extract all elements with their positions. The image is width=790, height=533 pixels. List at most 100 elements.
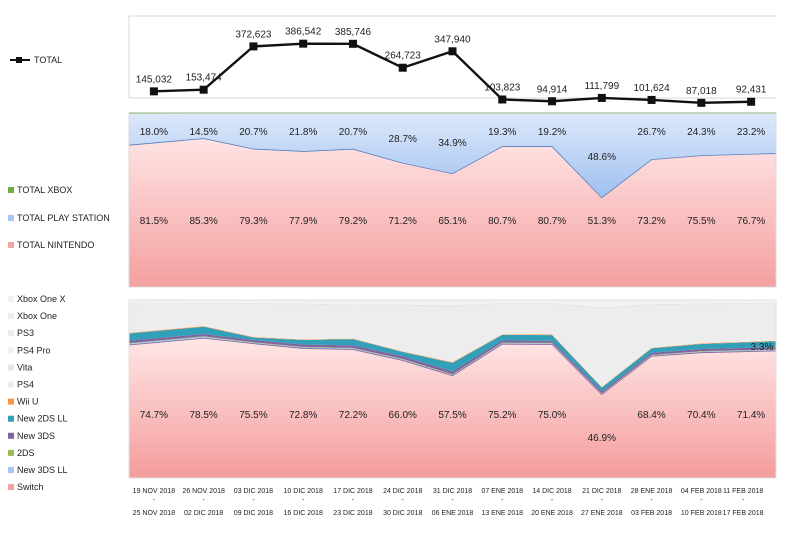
playstation-share-label-1: 14.5% [189,127,217,138]
x-tick-top-2: 03 DIC 2018 [234,488,273,495]
model-switch-edge [128,337,777,396]
x-tick-bottom-4: 23 DIC 2018 [333,510,372,517]
x-tick-sep-5: - [402,497,405,504]
brand-nintendo-edge [128,138,777,199]
brand-area-total-play-station [129,113,776,198]
legend-xbox-one-swatch [8,313,14,320]
legend-new-3ds-label: New 3DS [17,431,55,441]
total-value-label-4: 385,746 [335,27,372,38]
legend-new-3ds-ll-label: New 3DS LL [17,465,68,475]
nintendo-share-label-7: 80.7% [488,216,516,227]
x-tick-sep-12: - [742,497,745,504]
nintendo-share-label-3: 77.9% [289,216,317,227]
x-tick-sep-2: - [252,497,255,504]
total-value-label-11: 87,018 [686,86,717,97]
x-tick-sep-4: - [352,497,355,504]
new-2ds-ll-share-label: 3.3% [751,342,774,353]
legend-total-xbox-swatch [8,187,14,193]
switch-share-label-8: 75.0% [538,410,566,421]
legend-total-nintendo-label: TOTAL NINTENDO [17,240,94,250]
switch-share-label-1: 78.5% [189,410,217,421]
playstation-share-label-10: 26.7% [637,127,665,138]
x-tick-bottom-12: 17 FEB 2018 [723,510,764,517]
x-tick-sep-11: - [700,497,703,504]
panel2-border [128,112,777,288]
legend-total-label: TOTAL [34,55,62,65]
legend-2ds-swatch [8,449,14,456]
x-tick-top-1: 26 NOV 2018 [182,488,225,495]
legend-wii-u-swatch [8,398,14,405]
model-area-vita [129,302,776,310]
x-tick-top-10: 28 ENE 2018 [631,488,673,495]
total-point-6 [448,47,457,56]
x-tick-bottom-10: 03 FEB 2018 [631,510,672,517]
x-tick-top-11: 04 FEB 2018 [681,488,722,495]
legend-total-xbox-label: TOTAL XBOX [17,185,72,195]
legend-vita-label: Vita [17,362,32,372]
total-value-label-1: 153,474 [186,73,223,84]
legend-ps4-swatch [8,381,14,388]
total-point-7 [498,95,507,104]
x-tick-bottom-5: 30 DIC 2018 [383,510,422,517]
playstation-share-label-3: 21.8% [289,127,317,138]
playstation-share-label-4: 20.7% [339,127,367,138]
x-tick-top-4: 17 DIC 2018 [333,488,372,495]
x-tick-top-6: 31 DIC 2018 [433,488,472,495]
x-tick-sep-10: - [650,497,653,504]
total-value-label-5: 264,723 [385,51,422,62]
legend-ps4-pro-swatch [8,347,14,354]
model-area-new-2ds-ll [129,326,776,392]
x-tick-bottom-9: 27 ENE 2018 [581,510,623,517]
total-value-label-0: 145,032 [136,74,173,85]
legend-xbox-one-x-label: Xbox One X [17,294,66,304]
legend-total-nintendo-swatch [8,242,14,248]
switch-share-label-0: 74.7% [140,410,168,421]
x-tick-top-0: 19 NOV 2018 [133,488,176,495]
x-tick-bottom-1: 02 DIC 2018 [184,510,223,517]
x-tick-bottom-6: 06 ENE 2018 [432,510,474,517]
switch-share-label-10: 68.4% [637,410,665,421]
legend-new-2ds-ll-swatch [8,415,14,422]
brand-area-total-nintendo [129,138,776,287]
total-value-label-12: 92,431 [736,85,767,96]
x-tick-top-5: 24 DIC 2018 [383,488,422,495]
playstation-share-label-5: 28.7% [389,134,417,145]
nintendo-share-label-0: 81.5% [140,216,168,227]
x-tick-bottom-7: 13 ENE 2018 [481,510,523,517]
legend-switch-label: Switch [17,482,44,492]
legend-xbox-one-label: Xbox One [17,311,57,321]
total-point-0 [149,87,158,96]
nintendo-share-label-9: 51.3% [588,216,616,227]
total-value-label-9: 111,799 [584,81,619,92]
total-point-5 [398,63,407,72]
total-point-2 [249,42,258,51]
nintendo-share-label-11: 75.5% [687,216,715,227]
playstation-share-label-12: 23.2% [737,127,765,138]
nintendo-share-label-12: 76.7% [737,216,765,227]
playstation-share-label-0: 18.0% [140,127,168,138]
nintendo-share-label-5: 71.2% [389,216,417,227]
total-point-4 [348,39,357,48]
switch-share-label-3: 72.8% [289,410,317,421]
x-tick-bottom-2: 09 DIC 2018 [234,510,273,517]
model-area-switch [129,338,776,478]
switch-share-label-2: 75.5% [239,410,267,421]
x-tick-bottom-8: 20 ENE 2018 [531,510,573,517]
playstation-share-label-9: 48.6% [588,152,616,163]
nintendo-share-label-10: 73.2% [637,216,665,227]
switch-share-label-12: 71.4% [737,410,765,421]
panel3-border [128,299,777,479]
x-tick-top-7: 07 ENE 2018 [481,488,523,495]
x-tick-top-12: 11 FEB 2018 [723,488,763,495]
total-value-label-10: 101,624 [633,83,670,94]
legend-2ds-label: 2DS [17,448,35,458]
legend-ps4-pro-label: PS4 Pro [17,345,51,355]
playstation-share-label-11: 24.3% [687,127,715,138]
legend-wii-u-label: Wii U [17,397,39,407]
playstation-share-label-7: 19.3% [488,127,516,138]
nintendo-share-label-4: 79.2% [339,216,367,227]
total-value-label-8: 94,914 [537,84,568,95]
x-tick-sep-7: - [501,497,504,504]
total-point-9 [597,93,606,102]
